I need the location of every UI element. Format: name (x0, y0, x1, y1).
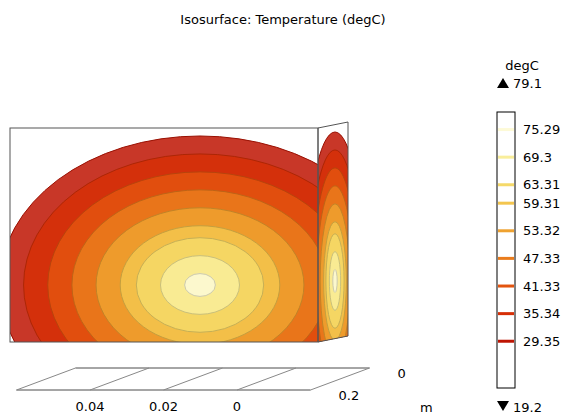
isosurface-side (333, 270, 337, 293)
isosurface-side (310, 150, 360, 412)
grid-line (17, 390, 311, 391)
colorbar-level (498, 202, 514, 205)
floor-grid (17, 368, 370, 390)
colorbar-tick-label: 35.34 (523, 306, 560, 321)
colorbar-tick-label: 69.3 (523, 150, 552, 165)
isosurface-side (313, 168, 357, 394)
colorbar-title: degC (505, 58, 539, 73)
isosurface-side (324, 222, 347, 341)
floor-edge (17, 390, 311, 391)
colorbar-level (498, 229, 514, 232)
colorbar-level (498, 183, 514, 186)
colorbar-tick-label: 29.35 (523, 334, 560, 349)
colorbar-level (498, 257, 514, 260)
side-face (318, 122, 348, 342)
grid-line (76, 368, 370, 369)
isosurface-side (306, 132, 363, 419)
grid-line (164, 368, 223, 390)
isosurface-side (320, 204, 350, 358)
tick-label: 0 (233, 399, 241, 414)
chart: Isosurface: Temperature (degC) 0.04 0.02 0 0… (0, 0, 578, 419)
colorbar-tick-label: 59.31 (523, 196, 560, 211)
isosurface (160, 256, 239, 315)
colorbar-tick-label: 41.33 (523, 279, 560, 294)
title: Isosurface: Temperature (degC) (180, 12, 385, 27)
colorbar-frame (497, 112, 515, 388)
tick-label: 0.02 (149, 399, 178, 414)
colorbar-tick-label: 63.31 (523, 177, 560, 192)
colorbar-tick-label: 75.29 (523, 122, 560, 137)
floor-edge (76, 368, 370, 369)
isosurface (185, 274, 216, 297)
tick-label: 0.04 (76, 399, 105, 414)
floor-edge (311, 368, 370, 390)
min-marker (497, 401, 509, 411)
floor-edge (17, 368, 76, 390)
colorbar-level (498, 340, 514, 343)
isosurfaces (10, 136, 318, 342)
isosurface (10, 136, 318, 342)
colorbar-min: 19.2 (513, 400, 542, 415)
max-marker (497, 78, 509, 88)
isosurface (136, 238, 263, 333)
isosurface (48, 172, 318, 342)
colorbar-level (498, 156, 514, 159)
box-frame (10, 122, 348, 342)
colorbar-level (498, 128, 514, 131)
tick-label: 0.2 (339, 388, 360, 403)
isosurfaces-side (306, 132, 363, 419)
front-face (10, 128, 318, 342)
colorbar: degC 75.29 69.3 63.31 59.31 53.32 47.33 41.33 35… (497, 58, 560, 415)
colorbar-level (498, 285, 514, 288)
isosurface-side (329, 252, 340, 311)
colorbar-level (498, 312, 514, 315)
tick-label: 0 (398, 366, 406, 381)
grid-line (237, 368, 296, 390)
isosurface (24, 154, 318, 342)
colorbar-tick-label: 47.33 (523, 251, 560, 266)
colorbar-max: 79.1 (513, 76, 542, 91)
grid-line (90, 368, 149, 390)
isosurface (72, 190, 318, 342)
unit-label: m (420, 400, 433, 415)
isosurface (120, 226, 280, 342)
isosurface (96, 208, 304, 342)
colorbar-tick-label: 53.32 (523, 223, 560, 238)
isosurface-side (326, 234, 344, 329)
